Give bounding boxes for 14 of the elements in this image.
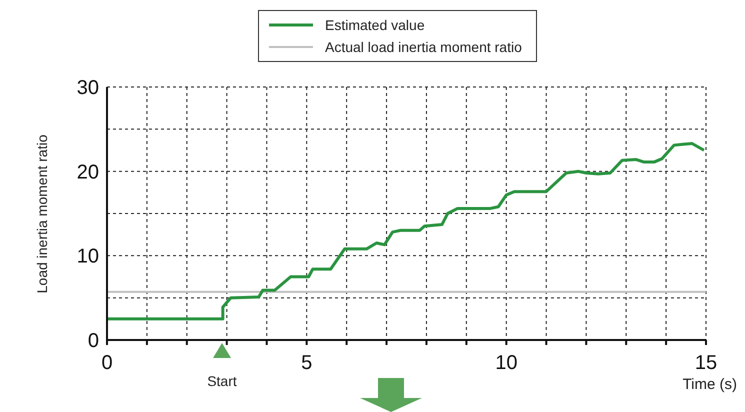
x-axis-title: Time (s): [682, 376, 737, 393]
x-tick-label: 15: [694, 352, 718, 374]
line-series: [107, 142, 706, 320]
x-tick-label: 5: [301, 352, 312, 374]
y-tick-label: 30: [76, 77, 99, 99]
x-tick-label: 10: [495, 352, 518, 374]
y-axis-title: Load inertia moment ratio: [34, 134, 50, 293]
legend-label: Actual load inertia moment ratio: [325, 39, 522, 55]
y-tick-label: 10: [76, 246, 99, 268]
legend-label: Estimated value: [325, 17, 425, 33]
text: Start: [206, 373, 238, 389]
y-tick-label: 20: [76, 161, 99, 184]
x-tick-label: 0: [101, 352, 113, 374]
y-tick-label: 0: [88, 330, 99, 352]
